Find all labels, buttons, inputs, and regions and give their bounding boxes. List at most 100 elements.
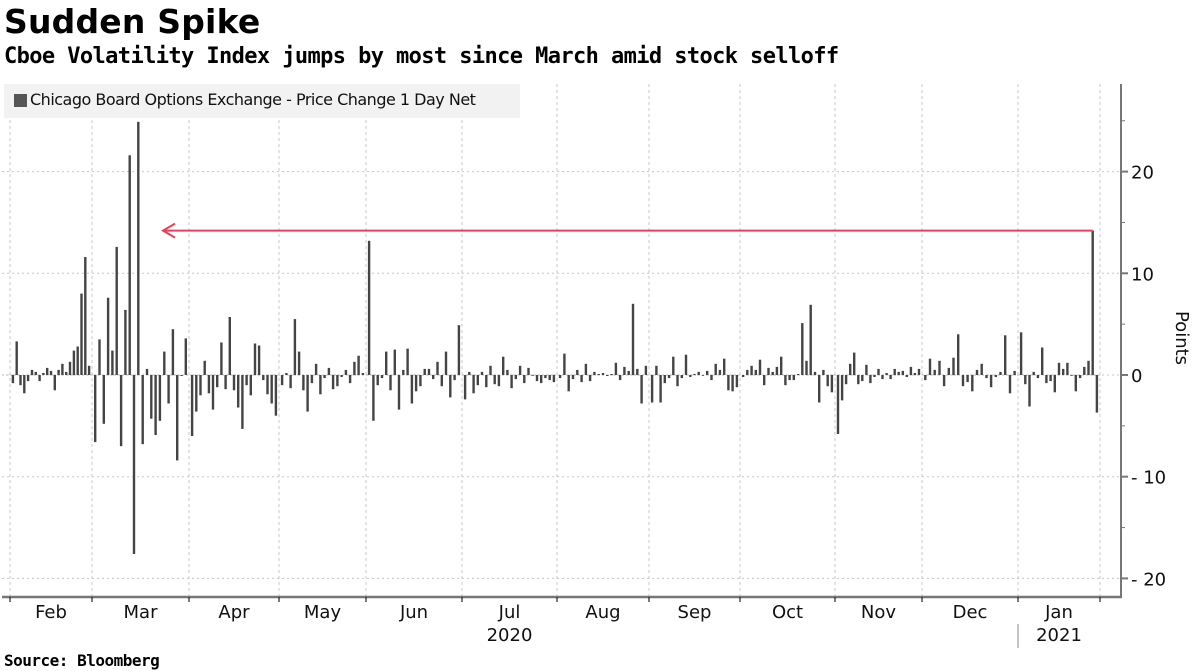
bar [102,375,105,424]
bar [714,363,717,375]
bar [1024,375,1027,385]
bar [822,369,825,375]
bar [1087,360,1090,375]
bar [999,371,1002,375]
bar [42,373,45,375]
bar [353,361,356,375]
bar [706,370,709,375]
bar [336,375,339,387]
bar [1078,375,1082,379]
bar [853,352,856,375]
bar [150,375,153,419]
bar [771,371,774,375]
bar [285,373,288,375]
bar [46,367,49,375]
bar [154,375,157,435]
bar [432,375,435,380]
bar [327,367,331,375]
bar [735,375,739,388]
bar [190,375,194,436]
bar [87,365,91,375]
bar [302,375,305,391]
bar [567,375,570,392]
bar [506,369,509,375]
bar [869,375,872,384]
bar [788,375,791,381]
bar [989,375,993,388]
bar [232,375,236,391]
bar [220,342,223,375]
bar [440,375,443,387]
bar [909,366,913,375]
bar [535,375,539,382]
bar [68,361,72,375]
bar [393,349,396,375]
bar [306,375,309,412]
bar [94,375,97,443]
bar [65,371,68,375]
bar [938,360,941,375]
bar [444,351,448,375]
x-tick-labels: Feb Mar Apr May Jun Jul Aug Sep Oct Nov Dec Jan 2020… [35,602,1082,646]
bar [280,375,284,386]
bar [971,375,974,392]
bar [274,375,278,416]
bar [631,303,635,375]
bar [584,363,588,375]
bar [468,371,471,375]
bar [319,375,322,395]
bar [980,363,983,375]
bar [19,375,22,386]
bar [727,375,730,391]
bar [23,375,26,394]
bar [901,370,904,375]
bar [372,375,375,421]
bar [124,309,127,375]
bar [132,375,136,554]
bar [775,366,779,375]
year-label: 2021 [1036,625,1082,646]
bar [644,365,648,375]
bar [784,375,787,386]
y-tick-label: - 10 [1131,468,1166,489]
bar [167,375,170,404]
bar [30,369,34,375]
bar [957,334,960,375]
bar [163,351,166,375]
bar [1049,375,1052,382]
bar [767,367,770,375]
bar [924,375,927,381]
bar [801,323,804,375]
bar [861,375,864,382]
bar [472,375,475,394]
x-tick-label: Apr [218,602,250,623]
bar [818,375,821,403]
bar [680,375,683,379]
bar [137,121,140,375]
bar [723,358,726,375]
bar [145,368,149,375]
bar [1019,332,1023,375]
bar [211,375,215,410]
x-tick-label: Oct [772,602,803,623]
bar [576,369,579,375]
bar [184,338,187,375]
bar [34,371,37,375]
bar [376,375,379,386]
bar [436,361,439,375]
bar [531,375,534,376]
bar [397,375,401,410]
bar [480,371,484,375]
x-tick-label: Dec [953,602,988,623]
bar [224,375,227,390]
bar [563,353,566,375]
bar [514,375,517,380]
bar [427,368,431,375]
bar [826,375,829,387]
bar [746,369,749,375]
bar [558,375,562,379]
bar [849,363,852,375]
bar [966,375,969,383]
bar [1008,375,1012,394]
bar [627,370,630,375]
